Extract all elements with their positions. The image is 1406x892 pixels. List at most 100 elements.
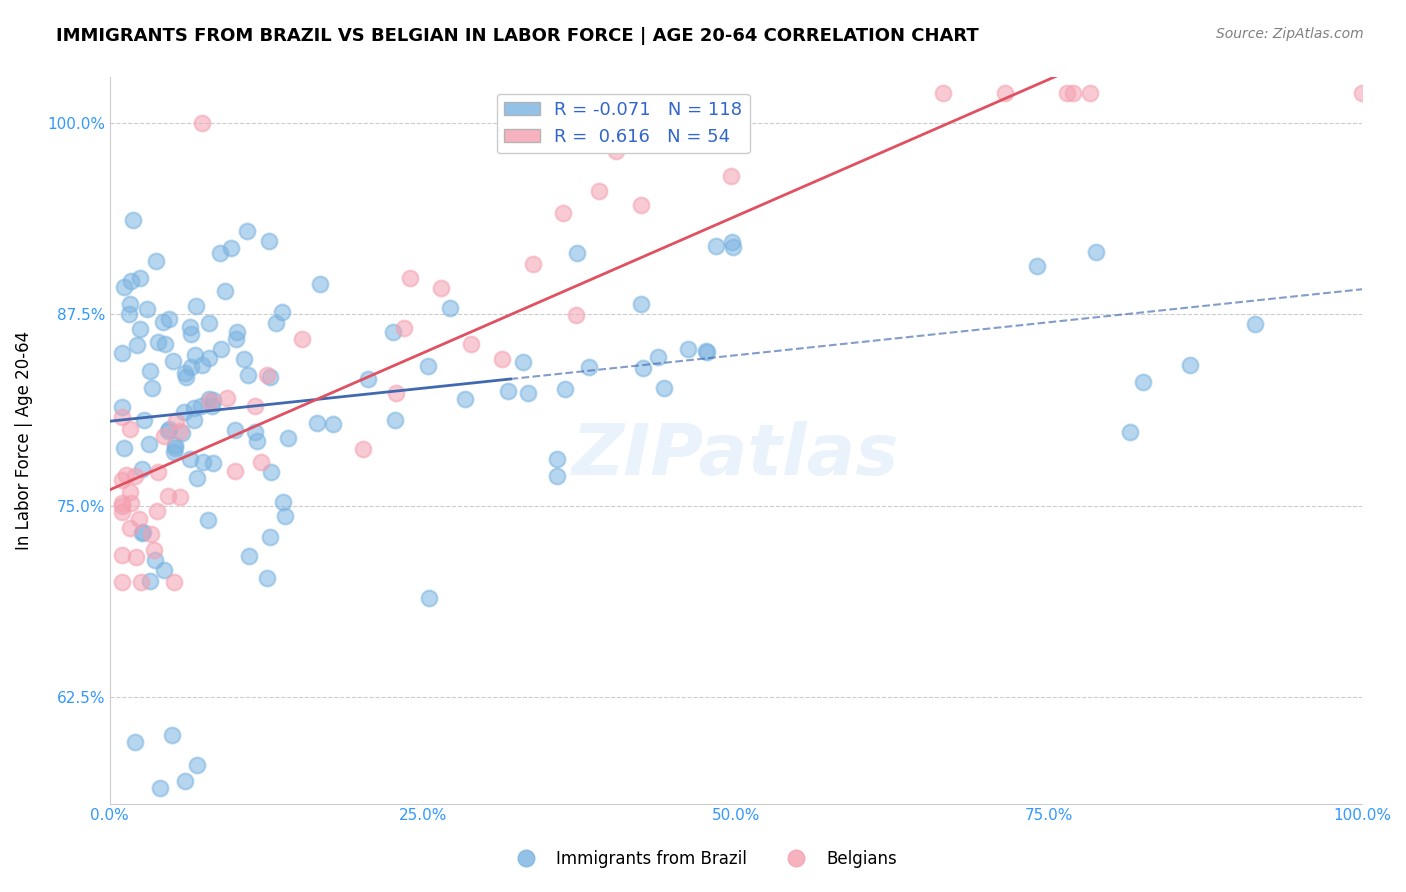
Point <box>201 392 224 407</box>
Point <box>678 342 700 356</box>
Point <box>143 543 166 558</box>
Point <box>271 305 294 319</box>
Text: IMMIGRANTS FROM BRAZIL VS BELGIAN IN LABOR FORCE | AGE 20-64 CORRELATION CHART: IMMIGRANTS FROM BRAZIL VS BELGIAN IN LAB… <box>56 27 979 45</box>
Point <box>112 280 135 294</box>
Point <box>418 359 440 374</box>
Point <box>145 504 167 518</box>
Point <box>322 417 344 432</box>
Point <box>1025 259 1047 273</box>
Point <box>696 345 718 359</box>
Point <box>153 563 176 577</box>
Point <box>117 307 139 321</box>
Point <box>460 337 482 351</box>
Point <box>118 484 141 499</box>
Point <box>224 423 246 437</box>
Point <box>266 317 288 331</box>
Point <box>224 464 246 478</box>
Point <box>1132 375 1154 389</box>
Point <box>124 735 146 749</box>
Point <box>1119 425 1142 440</box>
Point <box>186 758 208 772</box>
Point <box>453 392 475 406</box>
Point <box>111 473 134 487</box>
Point <box>257 235 280 249</box>
Point <box>235 224 257 238</box>
Point <box>553 206 575 220</box>
Point <box>111 574 134 589</box>
Point <box>169 490 191 504</box>
Point <box>120 521 142 535</box>
Y-axis label: In Labor Force | Age 20-64: In Labor Force | Age 20-64 <box>15 331 32 550</box>
Point <box>219 241 242 255</box>
Point <box>172 426 194 441</box>
Point <box>201 456 224 470</box>
Point <box>111 505 134 519</box>
Point <box>198 394 221 409</box>
Point <box>163 445 186 459</box>
Point <box>145 253 167 268</box>
Point <box>132 412 155 426</box>
Point <box>197 392 219 406</box>
Point <box>112 441 135 455</box>
Point <box>309 277 332 292</box>
Point <box>111 400 134 414</box>
Point <box>198 351 221 365</box>
Point <box>384 412 406 426</box>
Point <box>180 360 202 375</box>
Point <box>139 574 162 589</box>
Point <box>382 325 405 339</box>
Point <box>162 354 184 368</box>
Point <box>418 591 440 605</box>
Point <box>246 434 269 448</box>
Point <box>565 245 588 260</box>
Point <box>631 361 654 376</box>
Point <box>695 343 717 358</box>
Point <box>163 438 186 452</box>
Point <box>706 238 728 252</box>
Point <box>1062 86 1084 100</box>
Point <box>1056 86 1078 100</box>
Point <box>165 442 187 456</box>
Point <box>512 355 534 369</box>
Point <box>215 391 238 405</box>
Point <box>132 524 155 539</box>
Point <box>184 348 207 362</box>
Point <box>193 455 215 469</box>
Point <box>398 270 420 285</box>
Point <box>129 574 152 589</box>
Point <box>125 550 148 565</box>
Point <box>1085 244 1108 259</box>
Point <box>165 414 187 428</box>
Point <box>554 382 576 396</box>
Point <box>605 145 627 159</box>
Point <box>138 437 160 451</box>
Point <box>721 235 744 249</box>
Point <box>186 471 208 485</box>
Point <box>120 496 142 510</box>
Point <box>128 512 150 526</box>
Point <box>127 337 149 351</box>
Point <box>392 321 415 335</box>
Point <box>238 368 260 382</box>
Point <box>197 513 219 527</box>
Point <box>1078 86 1101 100</box>
Point <box>256 571 278 585</box>
Point <box>120 273 142 287</box>
Point <box>546 468 568 483</box>
Point <box>245 399 267 413</box>
Point <box>139 364 162 378</box>
Legend: Immigrants from Brazil, Belgians: Immigrants from Brazil, Belgians <box>502 844 904 875</box>
Point <box>111 496 134 510</box>
Point <box>111 345 134 359</box>
Point <box>491 352 513 367</box>
Point <box>201 399 224 413</box>
Point <box>259 530 281 544</box>
Point <box>994 86 1017 100</box>
Point <box>157 312 180 326</box>
Point <box>153 337 176 351</box>
Point <box>179 451 201 466</box>
Point <box>430 281 453 295</box>
Point <box>498 384 520 399</box>
Point <box>111 548 134 562</box>
Point <box>183 401 205 415</box>
